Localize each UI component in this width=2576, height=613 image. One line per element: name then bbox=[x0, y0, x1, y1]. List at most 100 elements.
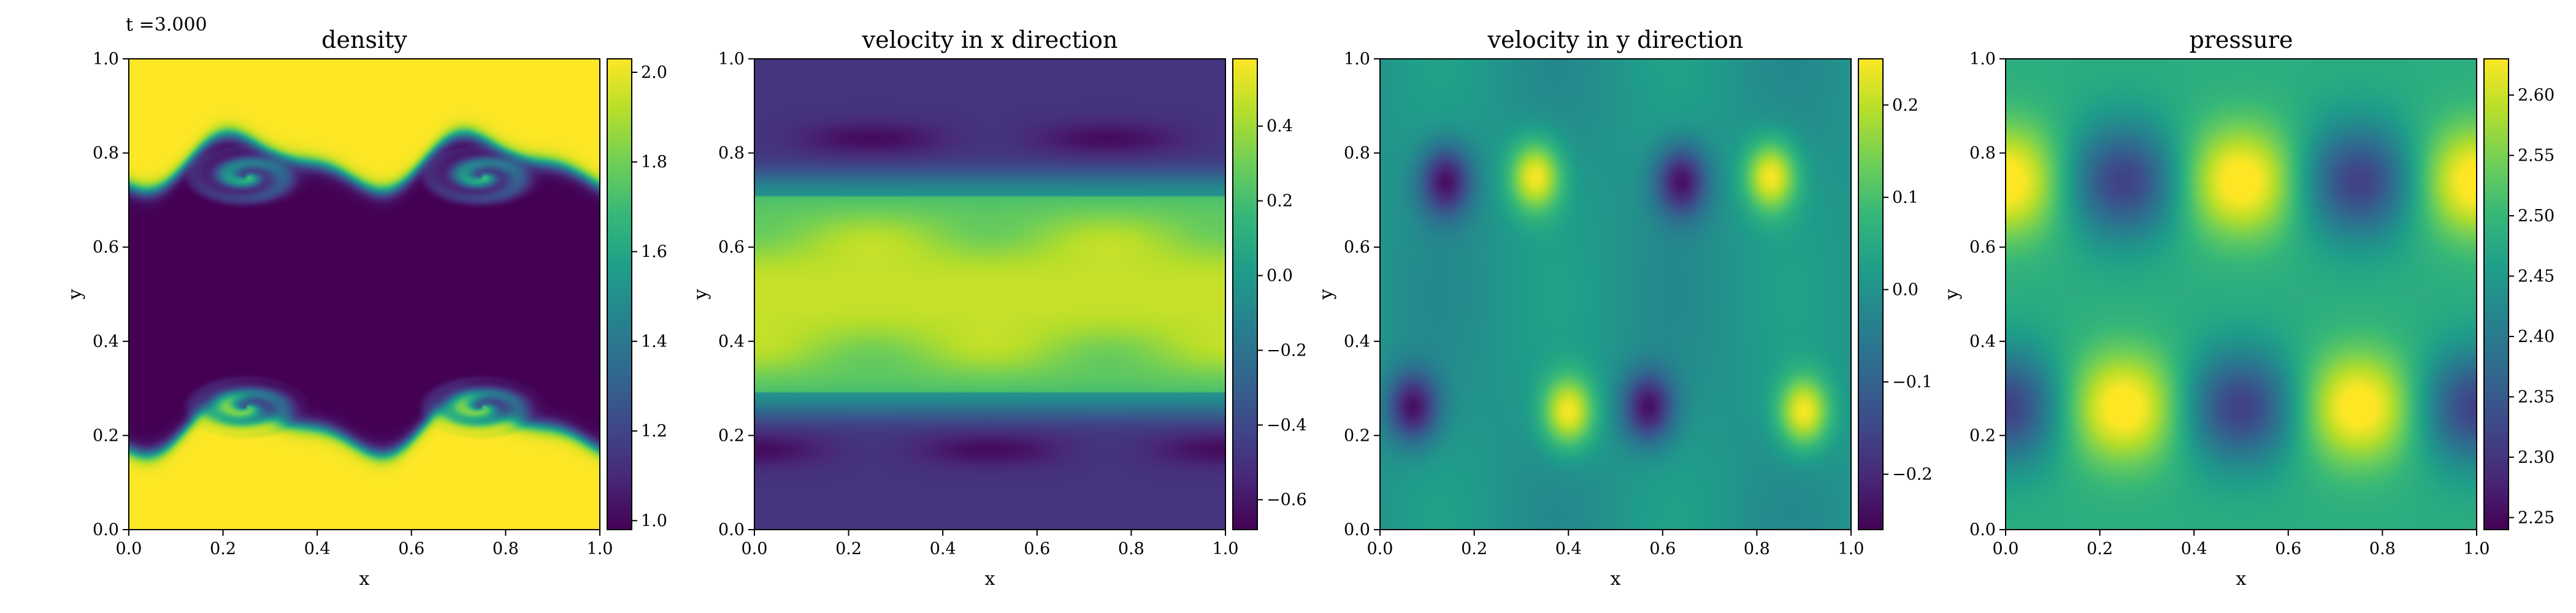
colorbar bbox=[607, 58, 632, 530]
panel-velocity_x: velocity in x direction 0.0 0.2 0.4 0.6 0.8 1.… bbox=[690, 26, 1307, 590]
x-tick-label: 0.0 bbox=[116, 539, 142, 558]
y-tick-label: 0.0 bbox=[1969, 520, 1996, 539]
x-axis-label: x bbox=[359, 568, 370, 590]
colorbar-tick-label: 2.55 bbox=[2518, 147, 2555, 166]
colorbar-tick-label: 2.60 bbox=[2518, 86, 2555, 105]
colorbar-tick-label: 1.8 bbox=[641, 153, 667, 172]
panel-title: pressure bbox=[2189, 26, 2293, 53]
y-tick-label: 0.4 bbox=[93, 332, 119, 351]
y-tick-label: 0.6 bbox=[1969, 238, 1996, 257]
x-tick-label: 0.6 bbox=[1649, 539, 1676, 558]
y-tick-label: 0.0 bbox=[718, 520, 745, 539]
y-tick-label: 1.0 bbox=[1969, 50, 1996, 69]
x-tick-label: 1.0 bbox=[1838, 539, 1865, 558]
y-axis-label: y bbox=[1316, 289, 1337, 300]
colorbar-tick-label: −0.4 bbox=[1267, 416, 1307, 435]
y-tick-label: 0.8 bbox=[718, 144, 745, 163]
colorbar-tick-label: 1.4 bbox=[641, 332, 667, 351]
x-tick-label: 0.8 bbox=[493, 539, 519, 558]
y-tick-label: 0.8 bbox=[93, 144, 119, 163]
x-axis-label: x bbox=[985, 568, 995, 590]
x-tick-label: 0.8 bbox=[1744, 539, 1770, 558]
x-tick-label: 0.4 bbox=[2181, 539, 2207, 558]
velocity_x-heatmap bbox=[754, 59, 1225, 530]
panel-velocity_y: velocity in y direction 0.0 0.2 0.4 0.6 0.8 1.… bbox=[1316, 26, 1933, 590]
y-tick-label: 0.8 bbox=[1344, 144, 1370, 163]
x-tick-label: 0.0 bbox=[1993, 539, 2019, 558]
pressure-heatmap bbox=[2006, 59, 2477, 530]
x-tick-label: 1.0 bbox=[587, 539, 613, 558]
colorbar-tick-label: 0.0 bbox=[1267, 267, 1293, 286]
y-tick-label: 0.2 bbox=[1344, 426, 1370, 445]
x-tick-label: 1.0 bbox=[2464, 539, 2490, 558]
x-tick-label: 0.8 bbox=[1118, 539, 1144, 558]
colorbar-tick-label: 0.2 bbox=[1267, 192, 1293, 211]
colorbar-tick-label: 0.2 bbox=[1892, 96, 1919, 115]
panel-title: density bbox=[321, 26, 407, 53]
x-tick-label: 0.6 bbox=[2275, 539, 2301, 558]
y-tick-label: 1.0 bbox=[93, 50, 119, 69]
colorbar-tick-label: 1.6 bbox=[641, 243, 667, 262]
x-tick-label: 0.4 bbox=[304, 539, 331, 558]
x-tick-label: 1.0 bbox=[1213, 539, 1239, 558]
colorbar-tick-label: 0.4 bbox=[1267, 117, 1293, 136]
x-axis-label: x bbox=[1611, 568, 1621, 590]
y-tick-label: 1.0 bbox=[1344, 50, 1370, 69]
y-tick-label: 1.0 bbox=[718, 50, 745, 69]
x-tick-label: 0.0 bbox=[1367, 539, 1393, 558]
colorbar-tick-label: 1.0 bbox=[641, 511, 667, 530]
y-tick-label: 0.4 bbox=[718, 332, 745, 351]
x-axis-label: x bbox=[2236, 568, 2247, 590]
colorbar-tick-label: 2.0 bbox=[641, 63, 667, 82]
colorbar-tick-label: 2.40 bbox=[2518, 327, 2555, 346]
y-tick-label: 0.6 bbox=[1344, 238, 1370, 257]
colorbar bbox=[2483, 58, 2509, 530]
colorbar-tick-label: 2.50 bbox=[2518, 207, 2555, 226]
colorbar-tick-label: 2.45 bbox=[2518, 267, 2555, 286]
y-tick-label: 0.6 bbox=[718, 238, 745, 257]
panel-title: velocity in y direction bbox=[1487, 26, 1744, 53]
time-label: t =3.000 bbox=[126, 14, 207, 36]
y-axis-label: y bbox=[690, 289, 711, 300]
colorbar-tick-label: 2.30 bbox=[2518, 448, 2555, 467]
x-tick-label: 0.4 bbox=[1555, 539, 1582, 558]
panel-density: density 0.0 0.2 0.4 0.6 0.8 1.0 0.0 0.2 0.4 0.6 0.8… bbox=[64, 26, 667, 590]
plot-frame bbox=[2005, 58, 2477, 530]
colorbar-tick-label: −0.1 bbox=[1892, 373, 1933, 392]
panel-pressure: pressure 0.0 0.2 0.4 0.6 0.8 1.0 0.0 0.2 0.4 0.6 0.… bbox=[1941, 26, 2555, 590]
plot-frame bbox=[1379, 58, 1852, 530]
plot-frame bbox=[754, 58, 1226, 530]
y-tick-label: 0.2 bbox=[718, 426, 745, 445]
x-tick-label: 0.6 bbox=[398, 539, 424, 558]
colorbar bbox=[1232, 58, 1258, 530]
y-tick-label: 0.4 bbox=[1344, 332, 1370, 351]
x-tick-label: 0.2 bbox=[2087, 539, 2113, 558]
x-tick-label: 0.4 bbox=[930, 539, 956, 558]
y-axis-label: y bbox=[64, 289, 86, 300]
y-tick-label: 0.6 bbox=[93, 238, 119, 257]
x-tick-label: 0.8 bbox=[2369, 539, 2396, 558]
x-tick-label: 0.2 bbox=[835, 539, 862, 558]
velocity_y-heatmap bbox=[1380, 59, 1851, 530]
colorbar-tick-label: 1.2 bbox=[641, 422, 667, 441]
y-tick-label: 0.0 bbox=[93, 520, 119, 539]
colorbar-tick-label: 2.25 bbox=[2518, 508, 2555, 527]
y-tick-label: 0.0 bbox=[1344, 520, 1370, 539]
x-tick-label: 0.2 bbox=[1461, 539, 1487, 558]
colorbar-tick-label: 2.35 bbox=[2518, 387, 2555, 406]
y-tick-label: 0.2 bbox=[1969, 426, 1996, 445]
colorbar-tick-label: 0.0 bbox=[1892, 280, 1919, 299]
colorbar-tick-label: 0.1 bbox=[1892, 188, 1919, 207]
y-tick-label: 0.8 bbox=[1969, 144, 1996, 163]
panel-title: velocity in x direction bbox=[862, 26, 1118, 53]
x-tick-label: 0.6 bbox=[1024, 539, 1050, 558]
x-tick-label: 0.2 bbox=[210, 539, 236, 558]
y-axis-label: y bbox=[1941, 289, 1963, 300]
plot-frame bbox=[128, 58, 600, 530]
colorbar-tick-label: −0.6 bbox=[1267, 490, 1307, 509]
x-tick-label: 0.0 bbox=[742, 539, 768, 558]
density-heatmap bbox=[129, 59, 600, 530]
colorbar-tick-label: −0.2 bbox=[1892, 465, 1933, 484]
colorbar bbox=[1858, 58, 1884, 530]
